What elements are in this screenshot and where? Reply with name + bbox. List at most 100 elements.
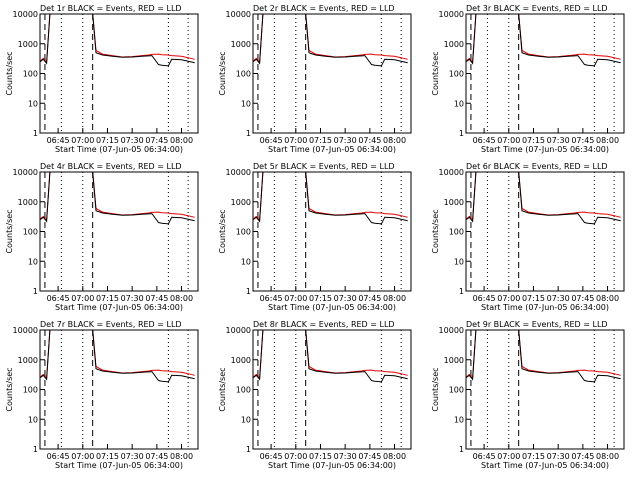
plot-frame — [252, 329, 412, 450]
y-tick-label: 10000 — [226, 10, 251, 19]
y-tick-label: 1000 — [18, 198, 38, 207]
x-tick-label: 07:45 — [571, 136, 594, 145]
y-tick-label: 100 — [23, 228, 38, 237]
y-tick-label: 10 — [28, 257, 38, 266]
chart-title: Det 5r BLACK = Events, RED = LLD — [253, 162, 395, 171]
y-tick-label: 1000 — [444, 40, 464, 49]
y-tick-label: 100 — [449, 70, 464, 79]
x-tick-label: 06:45 — [473, 452, 496, 461]
x-tick-label: 08:00 — [170, 294, 193, 303]
series-lld-line — [252, 171, 408, 222]
y-tick-label: 100 — [236, 386, 251, 395]
y-tick-label: 10 — [454, 257, 464, 266]
y-tick-label: 10 — [241, 99, 251, 108]
series-events-line — [39, 171, 195, 225]
chart-panel-2: Det 2r BLACK = Events, RED = LLD 1 10 100 10… — [218, 4, 412, 154]
x-axis-label: Start Time (07-Jun-05 06:34:00) — [481, 461, 609, 470]
y-tick-label: 10000 — [13, 10, 38, 19]
x-tick-label: 07:15 — [522, 136, 545, 145]
chart-panel-9: Det 9r BLACK = Events, RED = LLD 1 10 100 10… — [431, 320, 625, 470]
y-axis-label: Counts/sec — [431, 209, 440, 253]
chart-panel-3: Det 3r BLACK = Events, RED = LLD 1 10 100 10… — [431, 4, 625, 154]
series-events-line — [252, 171, 408, 225]
y-tick-label: 1 — [459, 445, 464, 454]
x-axis-label: Start Time (07-Jun-05 06:34:00) — [268, 145, 396, 154]
y-tick-label: 10000 — [13, 326, 38, 335]
chart-panel-8: Det 8r BLACK = Events, RED = LLD 1 10 100 10… — [218, 320, 412, 470]
series-events-line — [465, 13, 621, 67]
series-events-line — [39, 329, 195, 383]
x-tick-label: 07:30 — [547, 452, 570, 461]
x-tick-label: 07:30 — [334, 294, 357, 303]
x-axis-label: Start Time (07-Jun-05 06:34:00) — [481, 145, 609, 154]
x-tick-label: 07:00 — [497, 452, 520, 461]
y-tick-label: 1000 — [231, 40, 251, 49]
y-tick-label: 10 — [454, 99, 464, 108]
series-lld-line — [465, 329, 621, 380]
x-tick-label: 07:15 — [96, 136, 119, 145]
x-tick-label: 07:45 — [358, 136, 381, 145]
y-axis-label: Counts/sec — [218, 209, 227, 253]
y-tick-label: 100 — [236, 70, 251, 79]
x-tick-label: 07:45 — [145, 294, 168, 303]
y-tick-label: 1 — [33, 287, 38, 296]
x-tick-label: 08:00 — [383, 294, 406, 303]
chart-title: Det 2r BLACK = Events, RED = LLD — [253, 4, 395, 13]
x-axis-label: Start Time (07-Jun-05 06:34:00) — [55, 303, 183, 312]
y-tick-label: 1 — [459, 287, 464, 296]
y-tick-label: 10000 — [439, 326, 464, 335]
x-tick-label: 06:45 — [47, 294, 70, 303]
x-tick-label: 07:00 — [71, 452, 94, 461]
x-axis-label: Start Time (07-Jun-05 06:34:00) — [268, 303, 396, 312]
chart-panel-1: Det 1r BLACK = Events, RED = LLD 1 10 100 10… — [5, 4, 199, 154]
x-tick-label: 07:15 — [309, 294, 332, 303]
chart-title: Det 4r BLACK = Events, RED = LLD — [40, 162, 182, 171]
y-tick-label: 10000 — [439, 168, 464, 177]
series-lld-line — [39, 171, 195, 222]
x-tick-label: 07:00 — [284, 294, 307, 303]
chart-panel-7: Det 7r BLACK = Events, RED = LLD 1 10 100 10… — [5, 320, 199, 470]
y-axis-label: Counts/sec — [5, 51, 14, 95]
x-tick-label: 08:00 — [170, 452, 193, 461]
y-tick-label: 10 — [28, 415, 38, 424]
x-tick-label: 07:15 — [96, 294, 119, 303]
y-tick-label: 10000 — [13, 168, 38, 177]
x-tick-label: 08:00 — [383, 136, 406, 145]
y-axis-label: Counts/sec — [5, 209, 14, 253]
x-tick-label: 07:45 — [145, 136, 168, 145]
x-tick-label: 07:45 — [358, 294, 381, 303]
x-tick-label: 06:45 — [473, 136, 496, 145]
chart-panel-4: Det 4r BLACK = Events, RED = LLD 1 10 100 10… — [5, 162, 199, 312]
y-tick-label: 100 — [449, 386, 464, 395]
chart-title: Det 7r BLACK = Events, RED = LLD — [40, 320, 182, 329]
series-lld-line — [252, 13, 408, 64]
x-tick-label: 06:45 — [47, 452, 70, 461]
y-tick-label: 10 — [241, 415, 251, 424]
y-axis-label: Counts/sec — [431, 367, 440, 411]
x-tick-label: 07:00 — [71, 294, 94, 303]
y-axis-label: Counts/sec — [218, 51, 227, 95]
x-tick-label: 07:30 — [121, 136, 144, 145]
series-events-line — [39, 13, 195, 67]
series-events-line — [465, 171, 621, 225]
series-events-line — [465, 329, 621, 383]
chart-panel-6: Det 6r BLACK = Events, RED = LLD 1 10 100 10… — [431, 162, 625, 312]
x-tick-label: 07:15 — [309, 136, 332, 145]
y-tick-label: 10000 — [226, 168, 251, 177]
x-tick-label: 07:45 — [571, 452, 594, 461]
y-axis-label: Counts/sec — [431, 51, 440, 95]
x-tick-label: 08:00 — [383, 452, 406, 461]
chart-title: Det 6r BLACK = Events, RED = LLD — [466, 162, 608, 171]
x-tick-label: 07:30 — [547, 136, 570, 145]
x-tick-label: 06:45 — [260, 452, 283, 461]
y-tick-label: 100 — [236, 228, 251, 237]
plot-frame — [39, 329, 199, 450]
plot-frame — [465, 171, 625, 292]
y-tick-label: 10 — [28, 99, 38, 108]
y-tick-label: 1000 — [231, 198, 251, 207]
x-tick-label: 07:30 — [547, 294, 570, 303]
y-tick-label: 1 — [459, 129, 464, 138]
y-tick-label: 1 — [246, 129, 251, 138]
x-tick-label: 07:45 — [571, 294, 594, 303]
x-tick-label: 07:45 — [145, 452, 168, 461]
